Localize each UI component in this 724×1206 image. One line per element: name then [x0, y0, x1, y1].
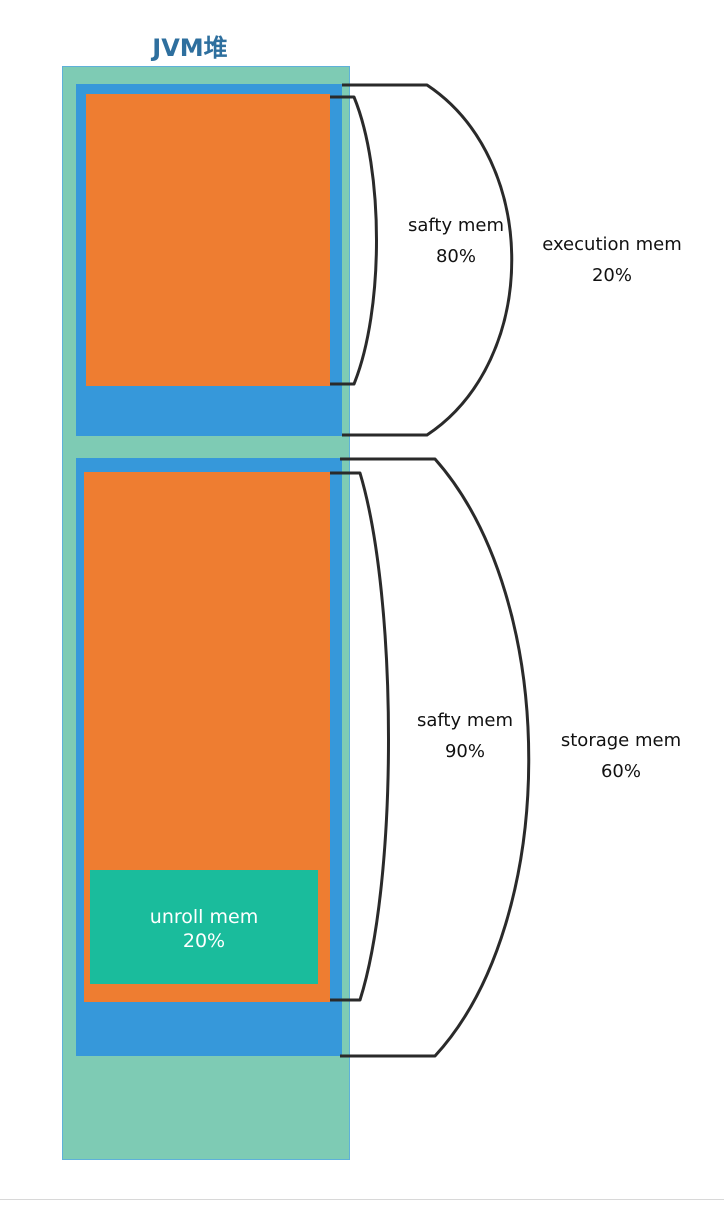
storage-mem-caption: storage mem 60% [548, 725, 694, 787]
execution-mem-percent: 20% [591, 265, 632, 286]
execution-safety-mem-region [86, 94, 330, 386]
execution-mem-label: execution mem [542, 234, 682, 255]
storage-mem-label: storage mem [560, 730, 682, 751]
execution-mem-brace [342, 83, 514, 437]
jvm-heap-title: JVM堆 [152, 34, 228, 62]
unroll-mem-region [90, 870, 318, 984]
storage-safety-brace [330, 471, 390, 1002]
execution-safety-percent: 80% [435, 246, 476, 267]
unroll-mem-label: unroll mem [149, 906, 259, 928]
bottom-divider [0, 1199, 724, 1200]
execution-safety-brace [330, 95, 378, 386]
storage-safety-label: safty mem [416, 710, 513, 731]
storage-safety-caption: safty mem 90% [405, 705, 525, 767]
execution-safety-label: safty mem [407, 215, 504, 236]
storage-mem-brace [340, 457, 531, 1058]
storage-mem-percent: 60% [600, 761, 641, 782]
execution-mem-caption: execution mem 20% [530, 229, 694, 291]
unroll-mem-caption: unroll mem 20% [90, 905, 318, 953]
execution-safety-caption: safty mem 80% [396, 210, 516, 272]
storage-safety-percent: 90% [444, 741, 485, 762]
unroll-mem-percent: 20% [182, 930, 226, 952]
